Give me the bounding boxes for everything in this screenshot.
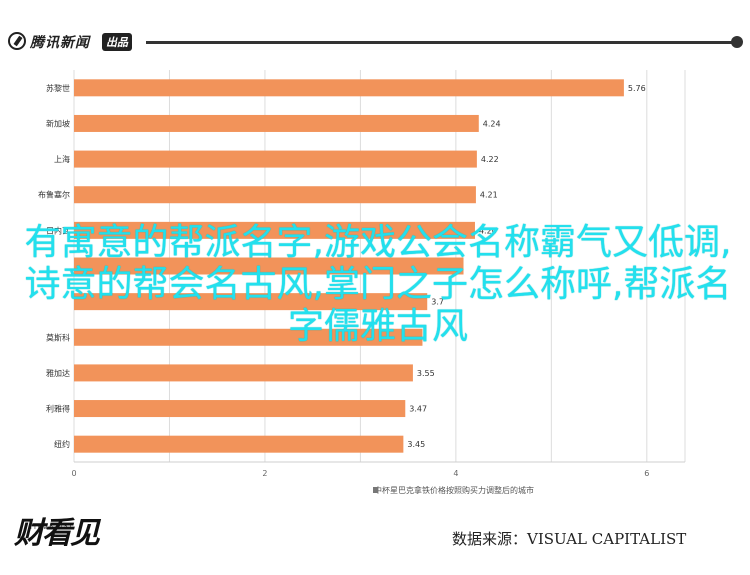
value-label: 3.47 <box>409 405 427 414</box>
category-label: 上海 <box>54 154 70 164</box>
value-label: 3.45 <box>407 440 425 449</box>
x-tick-label: 2 <box>262 469 267 478</box>
value-label: 5.76 <box>628 84 646 93</box>
overlay-title: 有寓意的帮派名字,游戏公会名称霸气又低调,诗意的帮会名古风,掌门之子怎么称呼,帮… <box>24 222 732 347</box>
category-label: 新加坡 <box>46 118 70 128</box>
bar <box>74 186 476 204</box>
footer-logo-subtext: financial <box>30 524 74 531</box>
category-label: 布鲁塞尔 <box>38 190 70 200</box>
header-dot <box>731 36 743 48</box>
value-label: 3.7 <box>431 298 444 307</box>
category-label: 纽约 <box>54 439 70 449</box>
value-label: 4.21 <box>480 191 498 200</box>
bar <box>74 114 479 132</box>
bar <box>74 293 428 311</box>
bar <box>74 400 406 418</box>
footer-logo: 财看见 <box>14 516 100 551</box>
x-tick-label: 6 <box>644 469 649 478</box>
bar <box>74 221 475 239</box>
bar <box>74 328 423 346</box>
tencent-news-logo-icon <box>8 32 26 50</box>
value-label: 3.55 <box>417 369 435 378</box>
brand-badge: 出品 <box>102 33 132 51</box>
value-label: 4.24 <box>483 119 501 128</box>
category-label: 苏黎世 <box>46 83 70 93</box>
x-tick-label: 4 <box>453 469 458 478</box>
bar <box>74 257 464 275</box>
bar <box>74 150 477 168</box>
value-label: 4.20 <box>479 226 497 235</box>
category-label: 莫斯科 <box>46 332 70 342</box>
category-label: 雅加达 <box>46 368 70 378</box>
bar <box>74 364 413 382</box>
x-tick-label: 0 <box>71 469 76 478</box>
category-label: 利雅得 <box>46 404 70 414</box>
value-label: 4.22 <box>481 155 499 164</box>
bar <box>74 435 404 453</box>
brand-name: 腾讯新闻 <box>30 35 90 51</box>
category-label: 日内瓦 <box>46 225 70 235</box>
data-source: 数据来源：VISUAL CAPITALIST <box>452 530 687 548</box>
bar <box>74 79 624 97</box>
x-axis-label: 中杯星巴克拿铁价格按照购买力调整后的城市 <box>374 485 534 495</box>
legend-swatch-icon <box>373 487 378 493</box>
header-bar: 腾讯新闻 出品 <box>6 30 746 56</box>
header-divider <box>146 41 734 44</box>
